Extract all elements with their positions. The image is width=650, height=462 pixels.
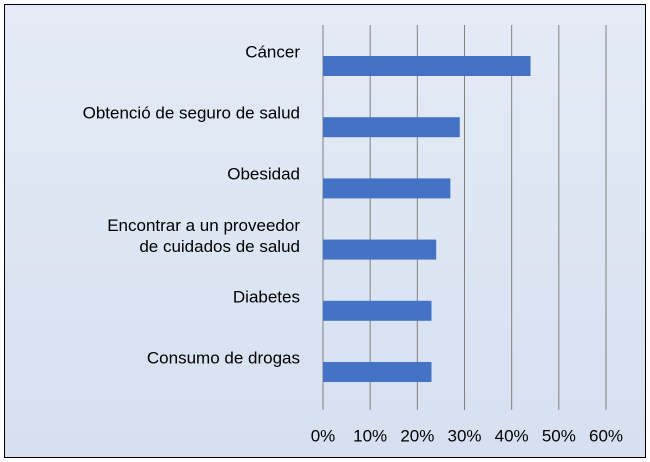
x-tick-label: 10% (353, 426, 387, 445)
y-tick-label: Encontrar a un proveedor de cuidados de … (107, 215, 300, 256)
y-tick-label: Cáncer (245, 42, 300, 62)
x-tick-label: 0% (311, 426, 336, 445)
bar (323, 117, 460, 138)
bar (323, 300, 432, 321)
x-tick-label: 40% (495, 426, 529, 445)
x-tick-label: 60% (589, 426, 623, 445)
bar (323, 362, 432, 382)
bar (323, 178, 451, 199)
y-tick-label: Obtenció de seguro de salud (82, 103, 300, 123)
y-tick-label: Obesidad (227, 164, 300, 184)
chart-frame (4, 4, 646, 458)
x-tick-label: 20% (400, 426, 434, 445)
x-tick-label: 50% (542, 426, 576, 445)
bar (323, 239, 437, 260)
x-tick-label: 30% (447, 426, 481, 445)
y-tick-label: Consumo de drogas (146, 348, 300, 368)
bar (323, 56, 531, 76)
y-tick-label: Diabetes (232, 287, 300, 307)
